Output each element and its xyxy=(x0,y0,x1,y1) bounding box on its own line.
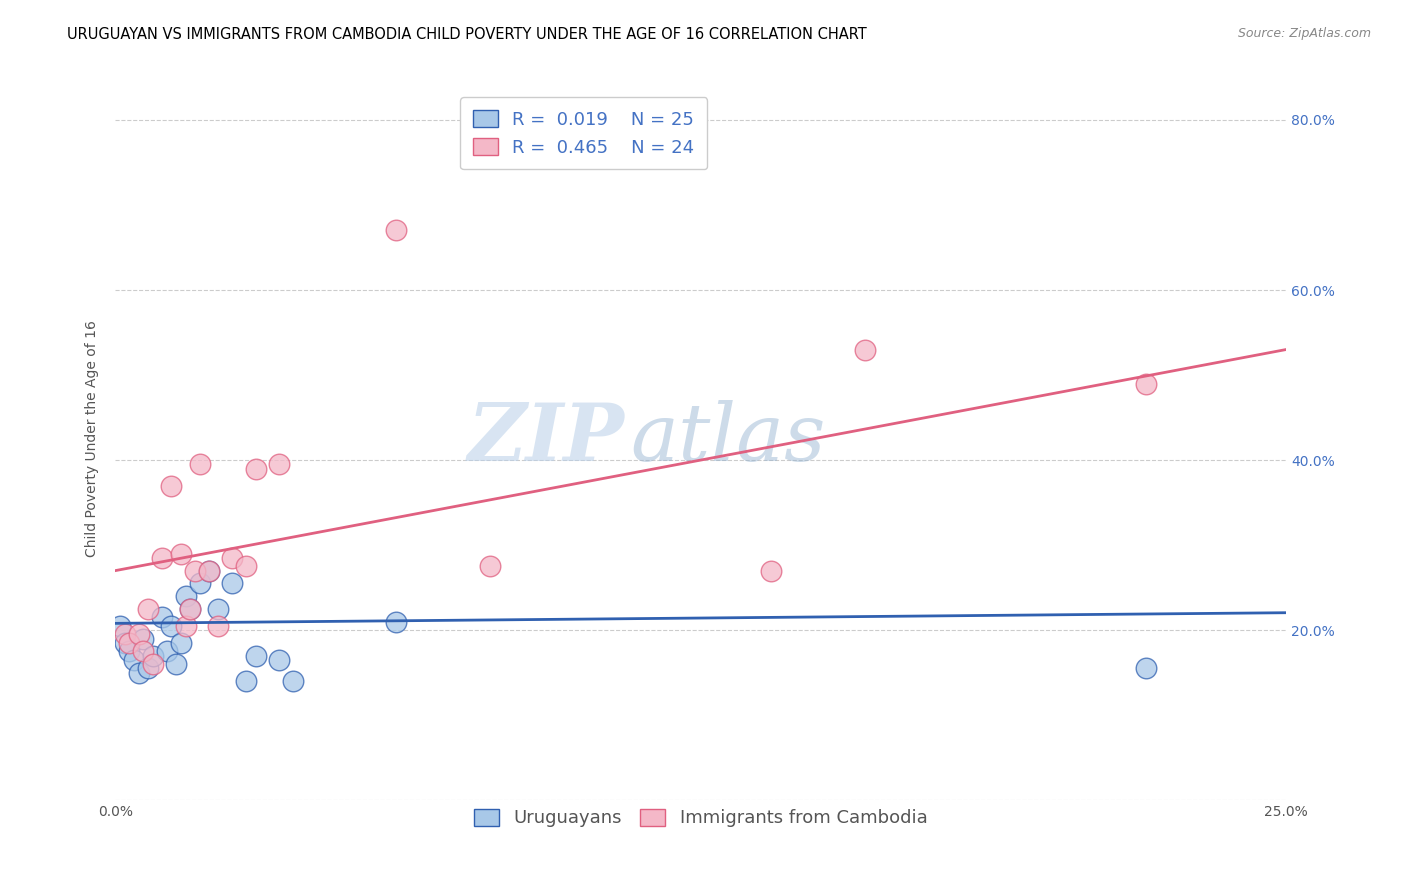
Point xyxy=(136,661,159,675)
Point xyxy=(385,615,408,629)
Point xyxy=(150,610,173,624)
Point xyxy=(136,602,159,616)
Point xyxy=(114,636,136,650)
Point xyxy=(128,665,150,680)
Legend: Uruguayans, Immigrants from Cambodia: Uruguayans, Immigrants from Cambodia xyxy=(467,801,935,835)
Point xyxy=(118,636,141,650)
Point xyxy=(198,564,221,578)
Point xyxy=(128,627,150,641)
Point xyxy=(184,564,207,578)
Point xyxy=(1135,376,1157,391)
Point xyxy=(108,619,131,633)
Point xyxy=(235,559,257,574)
Text: ZIP: ZIP xyxy=(468,401,624,477)
Point xyxy=(174,619,197,633)
Point xyxy=(207,602,229,616)
Point xyxy=(221,576,243,591)
Point xyxy=(170,547,193,561)
Point xyxy=(759,564,782,578)
Point xyxy=(165,657,187,672)
Point xyxy=(160,619,183,633)
Point xyxy=(150,550,173,565)
Point xyxy=(385,223,408,237)
Point xyxy=(160,478,183,492)
Point xyxy=(179,602,201,616)
Point xyxy=(179,602,201,616)
Point xyxy=(114,627,136,641)
Point xyxy=(207,619,229,633)
Y-axis label: Child Poverty Under the Age of 16: Child Poverty Under the Age of 16 xyxy=(86,320,100,558)
Point xyxy=(170,636,193,650)
Point xyxy=(142,657,165,672)
Point xyxy=(188,458,211,472)
Point xyxy=(245,648,267,663)
Point xyxy=(1135,661,1157,675)
Point xyxy=(198,564,221,578)
Point xyxy=(174,589,197,603)
Point xyxy=(156,644,179,658)
Point xyxy=(478,559,501,574)
Point xyxy=(142,648,165,663)
Point xyxy=(269,653,291,667)
Point xyxy=(283,674,305,689)
Point xyxy=(269,458,291,472)
Point xyxy=(235,674,257,689)
Point xyxy=(118,644,141,658)
Point xyxy=(245,461,267,475)
Point xyxy=(221,550,243,565)
Text: atlas: atlas xyxy=(630,401,825,477)
Text: Source: ZipAtlas.com: Source: ZipAtlas.com xyxy=(1237,27,1371,40)
Text: URUGUAYAN VS IMMIGRANTS FROM CAMBODIA CHILD POVERTY UNDER THE AGE OF 16 CORRELAT: URUGUAYAN VS IMMIGRANTS FROM CAMBODIA CH… xyxy=(67,27,868,42)
Point xyxy=(188,576,211,591)
Point xyxy=(122,653,145,667)
Point xyxy=(853,343,876,357)
Point xyxy=(132,632,155,646)
Point xyxy=(132,644,155,658)
